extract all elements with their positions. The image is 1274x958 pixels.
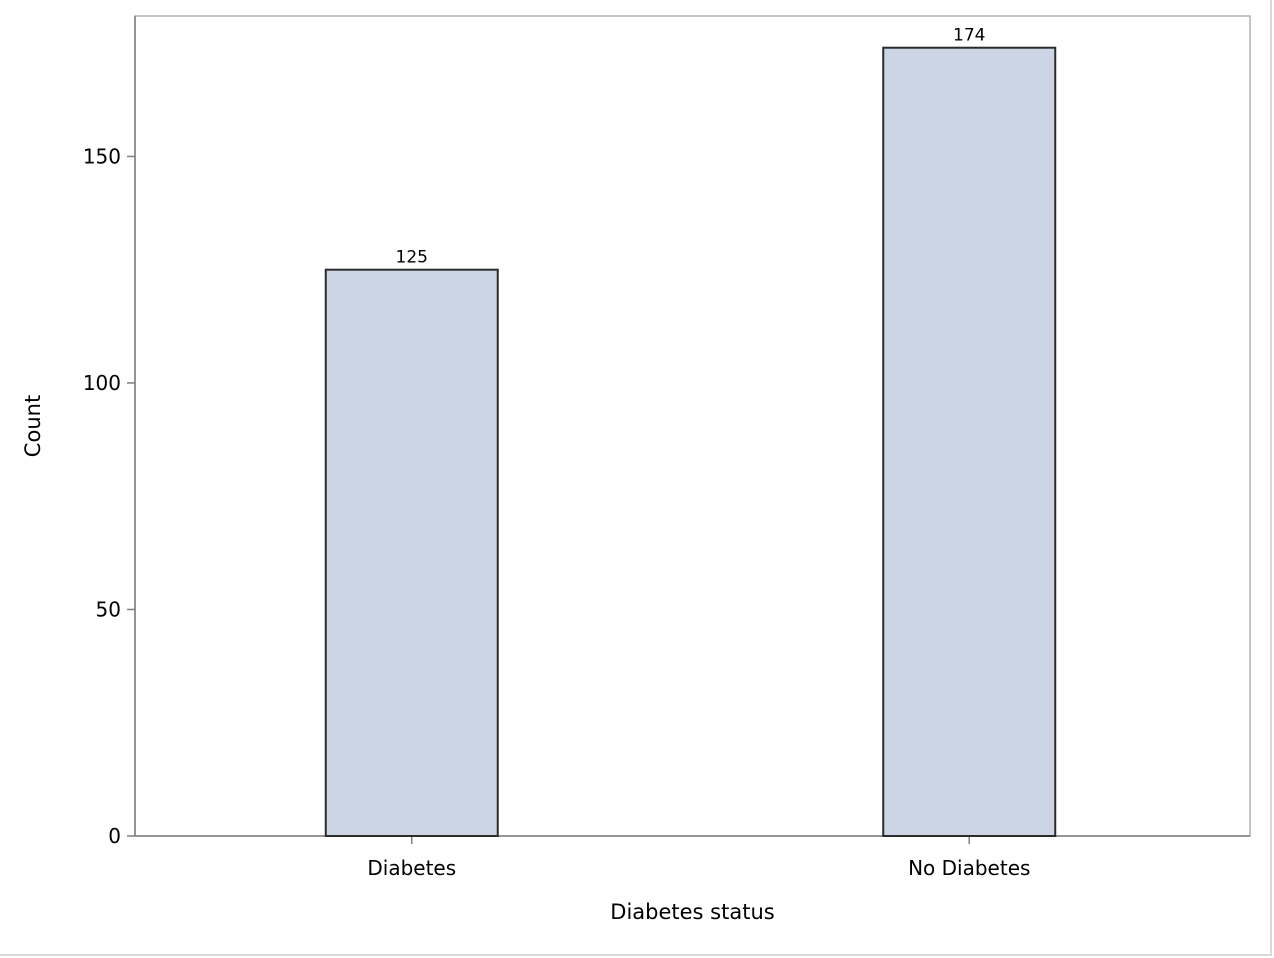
- y-tick-label: 50: [96, 597, 121, 621]
- x-tick-label: No Diabetes: [908, 856, 1030, 880]
- plot-area: [134, 15, 1251, 837]
- x-axis-title: Diabetes status: [610, 900, 774, 924]
- x-axis: Diabetes No Diabetes: [135, 835, 1250, 880]
- data-label: 125: [396, 248, 428, 268]
- bars: 125 174: [324, 26, 1057, 837]
- y-axis: 0 50 100 150: [83, 16, 136, 848]
- bar-diabetes: [324, 268, 499, 837]
- y-axis-title: Count: [21, 395, 45, 457]
- x-tick-label: Diabetes: [367, 856, 456, 880]
- y-tick-label: 0: [108, 824, 121, 848]
- y-tick-label: 100: [83, 371, 121, 395]
- data-label: 174: [953, 26, 985, 46]
- bar-no-diabetes: [882, 46, 1057, 837]
- y-tick-label: 150: [83, 144, 121, 168]
